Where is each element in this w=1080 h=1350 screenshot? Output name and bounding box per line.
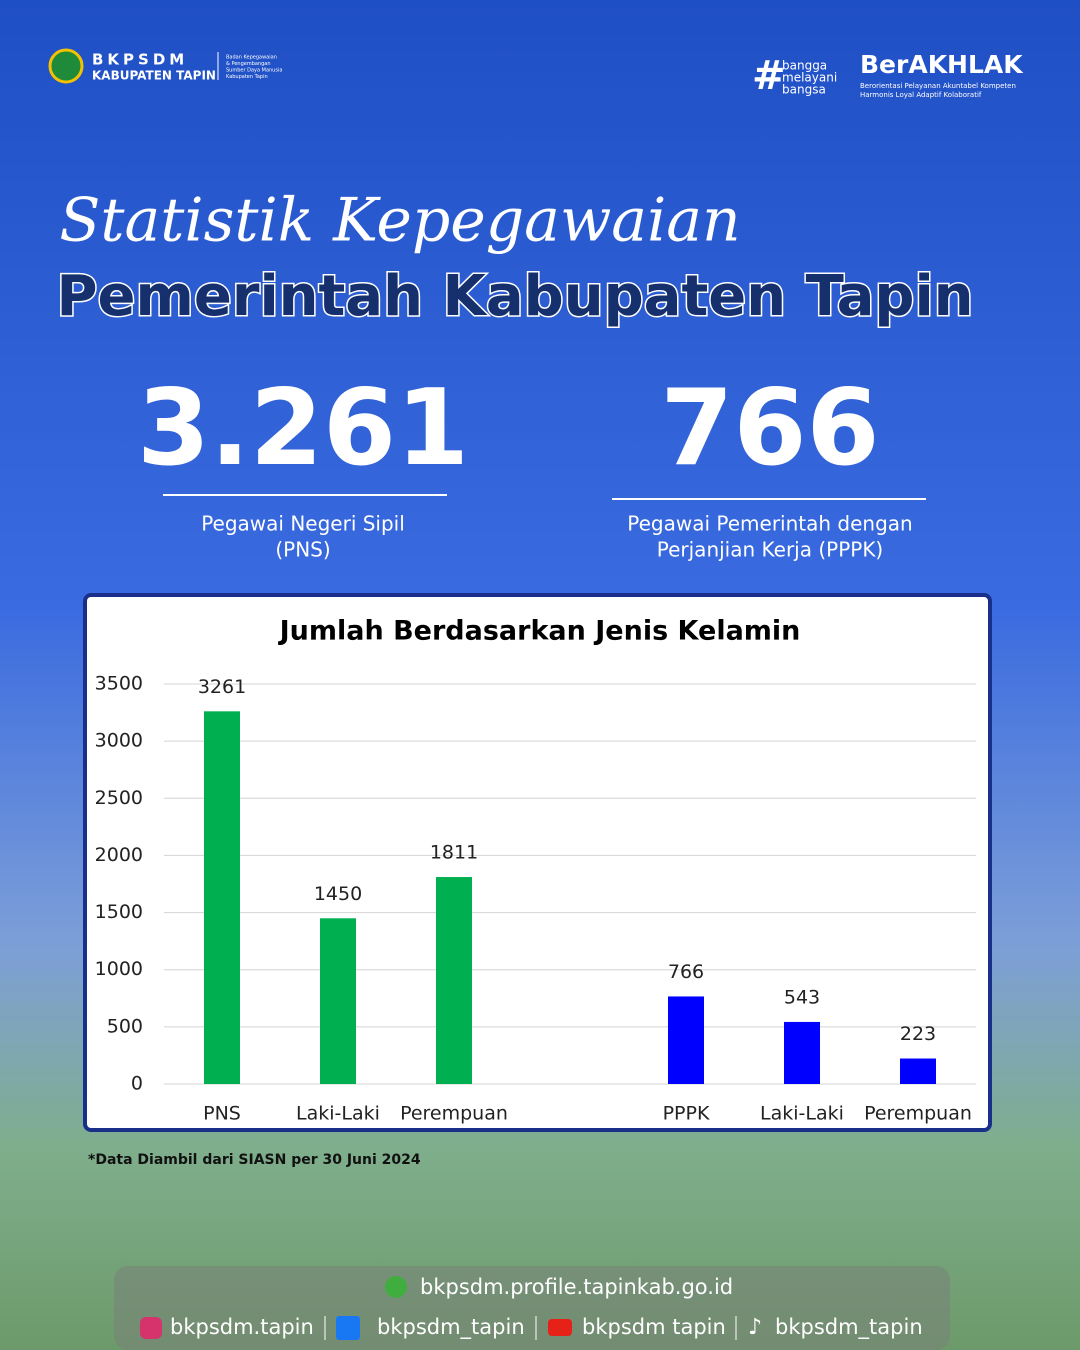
chart-title: Jumlah Berdasarkan Jenis Kelamin: [278, 616, 801, 647]
y-tick-label: 2500: [95, 787, 143, 809]
bar: [436, 877, 472, 1084]
stat-value: 3.261: [137, 367, 469, 489]
value-label: 3261: [198, 676, 246, 698]
bar: [204, 711, 240, 1084]
x-tick-label: Laki-Laki: [296, 1103, 380, 1125]
y-tick-label: 3500: [95, 673, 143, 695]
y-tick-label: 1500: [95, 901, 143, 923]
tagline: melayani: [782, 71, 837, 85]
y-tick-label: 3000: [95, 730, 143, 752]
stat-label: Pegawai Negeri Sipil: [201, 512, 405, 536]
x-tick-label: Perempuan: [400, 1103, 508, 1125]
logo: [48, 48, 84, 84]
y-tick-label: 500: [107, 1015, 143, 1037]
x-tick-label: Perempuan: [864, 1103, 972, 1125]
facebook: bkpsdm_tapin: [377, 1315, 525, 1340]
y-tick-label: 2000: [95, 844, 143, 866]
tagline: bangsa: [782, 83, 826, 97]
stat-label: Perjanjian Kerja (PPPK): [657, 538, 883, 562]
bar: [320, 918, 356, 1084]
chart-panel: [83, 593, 992, 1132]
youtube: bkpsdm tapin: [582, 1315, 726, 1339]
instagram-icon: [140, 1317, 162, 1339]
x-tick-label: PPPK: [663, 1103, 710, 1125]
footer-panel: [114, 1266, 950, 1350]
brand: BerAKHLAK: [860, 50, 1024, 79]
note: *Data Diambil dari SIASN per 30 Juni 202…: [88, 1152, 421, 1168]
tagline: bangga: [782, 59, 827, 73]
x-tick-label: Laki-Laki: [760, 1103, 844, 1125]
value-label: 223: [900, 1023, 936, 1045]
org-full: & Pengembangan: [226, 61, 271, 67]
title-main: Pemerintah Kabupaten Tapin: [57, 264, 974, 329]
globe-icon: [385, 1276, 407, 1298]
website: bkpsdm.profile.tapinkab.go.id: [420, 1275, 733, 1299]
org-full: Kabupaten Tapin: [226, 74, 268, 80]
org: BKPSDM: [92, 51, 188, 69]
facebook-icon: [336, 1316, 360, 1340]
bar: [900, 1058, 936, 1084]
brand-sub: Harmonis Loyal Adaptif Kolaboratif: [860, 91, 982, 99]
x-tick-label: PNS: [203, 1103, 241, 1125]
org-full: Badan Kepegawaian: [226, 55, 277, 61]
tiktok: bkpsdm_tapin: [775, 1315, 923, 1340]
y-tick-label: 0: [131, 1073, 143, 1095]
title-script: Statistik Kepegawaian: [59, 186, 740, 256]
bar: [668, 996, 704, 1084]
value-label: 1811: [430, 842, 478, 864]
stat-label: Pegawai Pemerintah dengan: [627, 512, 912, 536]
value-label: 543: [784, 986, 820, 1008]
hash: #: [752, 53, 786, 99]
org-full: Sumber Daya Manusia: [226, 68, 282, 74]
bar: [784, 1021, 820, 1084]
stat-label: (PNS): [275, 538, 330, 562]
instagram: bkpsdm.tapin: [170, 1315, 314, 1339]
y-tick-label: 1000: [95, 958, 143, 980]
tiktok-icon: ♪: [748, 1315, 762, 1340]
stat-value: 766: [660, 367, 879, 489]
value-label: 766: [668, 961, 704, 983]
value-label: 1450: [314, 883, 362, 905]
youtube-icon: [548, 1319, 572, 1336]
brand-sub: Berorientasi Pelayanan Akuntabel Kompete…: [860, 82, 1016, 90]
region: KABUPATEN TAPIN: [92, 69, 216, 83]
